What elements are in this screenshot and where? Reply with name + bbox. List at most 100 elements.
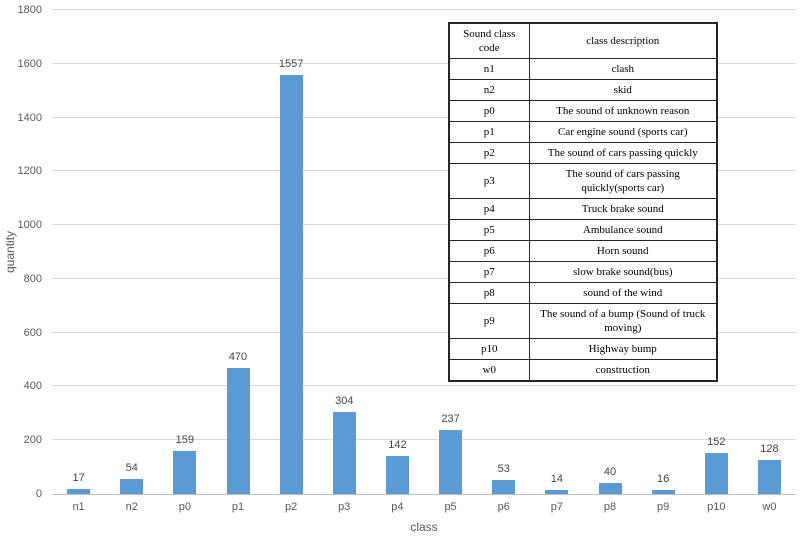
bar-p1 [226, 368, 250, 494]
x-tick-label-p8: p8 [603, 501, 617, 513]
bar-p7 [545, 490, 569, 494]
x-tick-label-p10: p10 [707, 501, 726, 513]
bar-value-p10: 152 [707, 436, 726, 448]
legend-cell: p9 [448, 303, 530, 339]
legend-cell: p7 [448, 261, 530, 283]
bar-value-p1: 470 [228, 351, 248, 363]
legend-cell: p8 [448, 282, 530, 304]
y-tick-label: 400 [23, 380, 42, 393]
bar-value-p9: 16 [657, 473, 670, 485]
gridline [52, 9, 796, 10]
x-tick-label-p1: p1 [231, 501, 245, 513]
legend-cell: n2 [448, 79, 530, 101]
bar-p2 [279, 75, 303, 494]
x-axis-line [52, 494, 796, 495]
x-tick-label-p9: p9 [657, 501, 670, 513]
legend-cell: construction [528, 359, 718, 382]
legend-cell: skid [528, 79, 718, 101]
x-tick-label-p6: p6 [497, 501, 510, 513]
y-tick-label: 1600 [17, 57, 42, 70]
y-tick-label: 800 [23, 272, 42, 285]
bar-value-p2: 1557 [278, 58, 304, 70]
x-tick-label-n2: n2 [125, 501, 138, 513]
legend-row-p6: p6 Horn sound [448, 240, 718, 262]
gridline [52, 224, 796, 226]
y-tick-label: 200 [23, 434, 42, 447]
x-tick-label-w0: w0 [762, 501, 777, 513]
bar-p6 [492, 480, 516, 494]
legend-cell: p3 [448, 163, 530, 199]
legend-cell: sound of the wind [528, 282, 718, 304]
y-tick-label: 1400 [17, 111, 42, 124]
x-tick-label-n1: n1 [72, 501, 85, 513]
bar-value-p5: 237 [441, 413, 460, 425]
bar-p9 [651, 490, 675, 494]
legend-cell: Car engine sound (sports car) [528, 121, 718, 143]
legend-cell: The sound of cars passing quickly(sports… [528, 163, 718, 199]
x-tick-label-p5: p5 [444, 501, 457, 513]
bar-value-w0: 128 [760, 443, 779, 455]
legend-cell: slow brake sound(bus) [528, 261, 718, 283]
legend-row-p9: p9 The sound of a bump (Sound of truck mo… [448, 303, 718, 339]
bar-w0 [757, 460, 781, 494]
gridline [52, 62, 796, 64]
legend-cell: clash [528, 58, 718, 80]
x-tick-label-p7: p7 [550, 501, 563, 513]
legend-row-p3: p3 The sound of cars passing quickly(spor… [448, 163, 718, 199]
bar-value-p3: 304 [335, 395, 354, 407]
x-tick-label-p0: p0 [178, 501, 191, 513]
legend-row-p7: p7 slow brake sound(bus) [448, 261, 718, 283]
legend-cell: Horn sound [528, 240, 718, 262]
legend-cell: p5 [448, 219, 530, 241]
bar-p3 [332, 412, 356, 494]
gridline [52, 116, 796, 118]
plot-area: 17 54 159 470 1557 304 142 237 53 14 40 16 152 128 [52, 9, 796, 495]
legend-cell: The sound of cars passing quickly [528, 142, 718, 164]
legend-row-p5: p5 Ambulance sound [448, 219, 718, 241]
legend-cell: Highway bump [528, 338, 718, 360]
y-tick-label: 1200 [17, 165, 42, 178]
gridline [52, 170, 796, 172]
x-tick-label-p4: p4 [391, 501, 404, 513]
legend-row-p4: p4 Truck brake sound [448, 198, 718, 220]
legend-cell: p4 [448, 198, 530, 220]
bar-value-p0: 159 [175, 434, 195, 446]
legend-cell: n1 [448, 58, 530, 80]
bar-value-p7: 14 [550, 473, 563, 485]
legend-cell: p2 [448, 142, 530, 164]
legend-cell: The sound of a bump (Sound of truck movi… [528, 303, 718, 339]
bar-p10 [704, 453, 728, 494]
x-tick-label-p2: p2 [285, 501, 298, 513]
bar-p8 [598, 483, 622, 494]
y-tick-label: 1000 [17, 219, 42, 232]
legend-row-n2: n2 skid [448, 79, 718, 101]
gridline [52, 331, 796, 333]
y-tick-label: 1800 [17, 4, 42, 16]
legend-row-w0: w0 construction [448, 359, 718, 382]
legend-row-p2: p2 The sound of cars passing quickly [448, 142, 718, 164]
legend-cell: p6 [448, 240, 530, 262]
bar-n2 [120, 479, 144, 494]
gridline [52, 277, 796, 279]
y-axis-title: quantity [3, 230, 17, 274]
gridline [52, 439, 796, 441]
bar-n1 [67, 489, 91, 494]
legend-cell: w0 [448, 359, 530, 382]
legend-table: Sound class code class description n1 clash… [448, 22, 718, 382]
legend-row-p1: p1 Car engine sound (sports car) [448, 121, 718, 143]
legend-header-row: Sound class code class description [448, 22, 718, 59]
y-tick-label: 0 [35, 488, 42, 500]
y-tick-label: 600 [23, 326, 42, 339]
x-tick-label-p3: p3 [338, 501, 351, 513]
bar-value-n1: 17 [72, 472, 85, 484]
legend-cell: p10 [448, 338, 530, 360]
x-axis-title: class [410, 520, 438, 534]
legend-cell: p0 [448, 100, 530, 122]
legend-row-p10: p10 Highway bump [448, 338, 718, 360]
bar-p4 [385, 456, 409, 494]
legend-cell: Truck brake sound [528, 198, 718, 220]
bar-p0 [173, 451, 197, 494]
legend-header-cell: class description [528, 22, 718, 59]
legend-header-cell: Sound class code [448, 22, 530, 59]
